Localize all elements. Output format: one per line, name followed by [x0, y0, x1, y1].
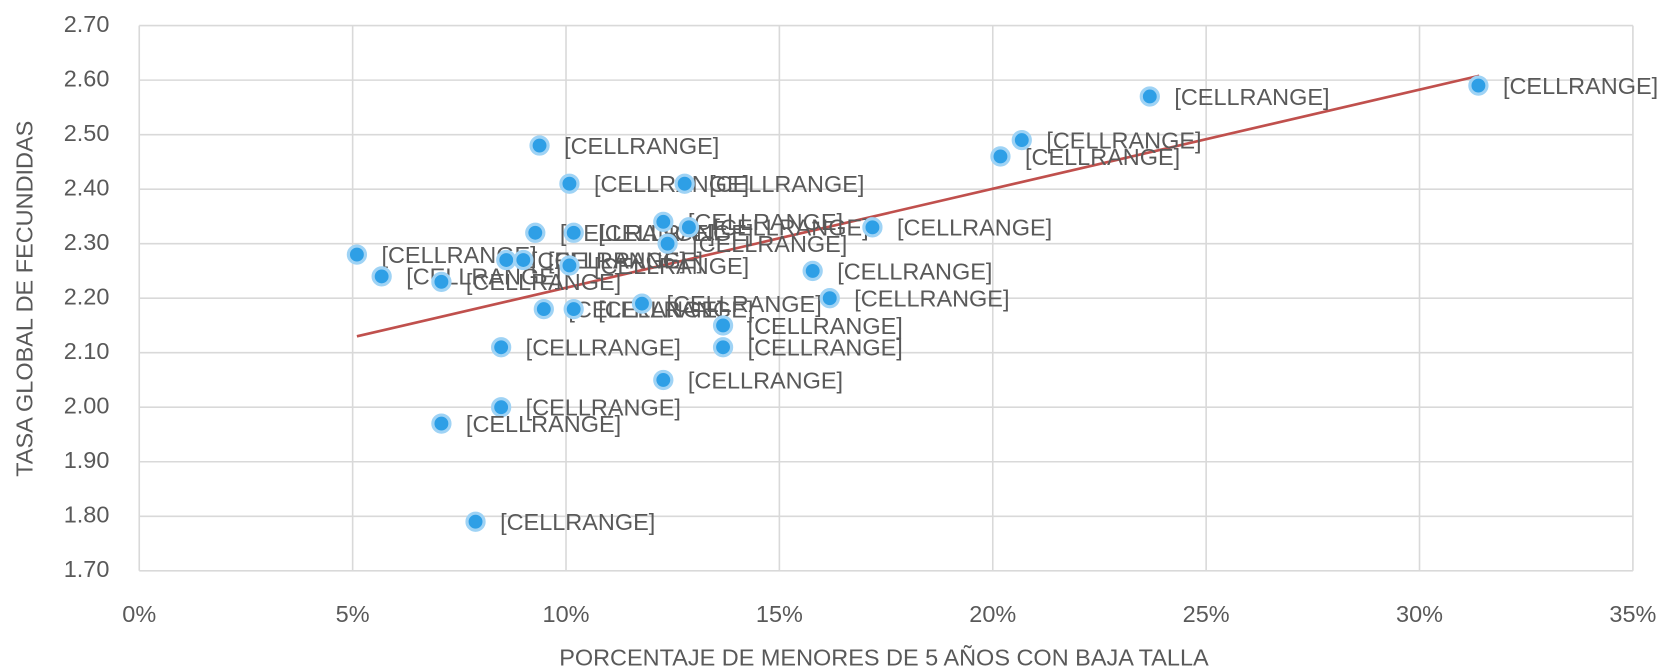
data-label: [CELLRANGE] [1046, 127, 1201, 153]
point [1011, 129, 1032, 151]
data-label: [CELLRANGE] [897, 215, 1052, 241]
x-tick-label: 5% [336, 601, 370, 627]
data-label: [CELLRANGE] [466, 269, 621, 295]
data-label: [CELLRANGE] [748, 335, 903, 361]
y-tick-label: 1.90 [64, 447, 110, 473]
point [563, 222, 584, 243]
data-label: [CELLRANGE] [748, 313, 903, 339]
point [674, 173, 695, 194]
point [371, 266, 392, 287]
point [529, 135, 550, 156]
x-tick-label: 30% [1396, 601, 1443, 627]
data-label: [CELLRANGE] [594, 253, 749, 279]
point [491, 397, 512, 418]
y-tick-label: 1.70 [64, 556, 110, 582]
data-label: [CELLRANGE] [1025, 144, 1180, 170]
point [653, 211, 674, 233]
point [802, 260, 823, 282]
y-tick-label: 2.40 [64, 174, 110, 200]
point [657, 233, 678, 254]
x-tick-label: 25% [1183, 601, 1230, 627]
y-tick-label: 2.10 [64, 338, 110, 364]
y-tick-label: 2.20 [64, 283, 110, 309]
x-axis-title: PORCENTAJE DE MENORES DE 5 AÑOS CON BAJA… [559, 645, 1209, 670]
data-label: [CELLRANGE] [466, 411, 621, 437]
data-label: [CELLRANGE] [688, 367, 843, 393]
point [465, 511, 486, 532]
point [712, 337, 734, 358]
y-tick-label: 2.60 [64, 65, 110, 91]
point [1468, 75, 1489, 96]
point [491, 337, 512, 358]
data-label: [CELLRANGE] [667, 291, 822, 317]
data-label: [CELLRANGE] [692, 231, 847, 257]
y-tick-label: 2.00 [64, 392, 110, 418]
y-tick-label: 2.30 [64, 229, 110, 255]
data-label: [CELLRANGE] [594, 171, 749, 197]
point [431, 413, 452, 434]
y-tick-label: 1.80 [64, 501, 110, 527]
data-label: [CELLRANGE] [531, 247, 686, 273]
data-label: [CELLRANGE] [854, 286, 1009, 312]
point [712, 315, 734, 336]
data-label: [CELLRANGE] [713, 215, 868, 241]
point [513, 249, 534, 271]
x-tick-label: 10% [543, 601, 590, 627]
data-label: [CELLRANGE] [564, 133, 719, 159]
data-label: [CELLRANGE] [837, 258, 992, 284]
point [533, 298, 554, 320]
point [990, 146, 1011, 167]
point [1139, 86, 1160, 107]
data-label: [CELLRANGE] [500, 509, 655, 535]
point [559, 255, 580, 276]
point [653, 369, 674, 391]
point [496, 249, 517, 271]
x-tick-label: 20% [969, 601, 1016, 627]
point [631, 293, 653, 314]
data-label: [CELLRANGE] [688, 209, 843, 235]
x-tick-label: 35% [1609, 601, 1656, 627]
point [862, 217, 883, 238]
data-label: [CELLRANGE] [1503, 73, 1658, 99]
y-axis-title: TASA GLOBAL DE FECUNDIDAS [11, 121, 37, 477]
point [346, 244, 368, 265]
point [819, 288, 840, 309]
point [678, 217, 700, 238]
point [431, 271, 452, 292]
data-label: [CELLRANGE] [526, 335, 681, 361]
data-label: [CELLRANGE] [526, 395, 681, 421]
point [525, 222, 546, 243]
x-tick-label: 0% [122, 601, 156, 627]
y-tick-label: 2.70 [64, 11, 110, 37]
x-tick-label: 15% [756, 601, 803, 627]
point [559, 173, 580, 194]
data-label: [CELLRANGE] [1174, 84, 1329, 110]
y-tick-label: 2.50 [64, 120, 110, 146]
trendline [356, 74, 1480, 338]
point [563, 298, 584, 320]
data-label: [CELLRANGE] [709, 171, 864, 197]
